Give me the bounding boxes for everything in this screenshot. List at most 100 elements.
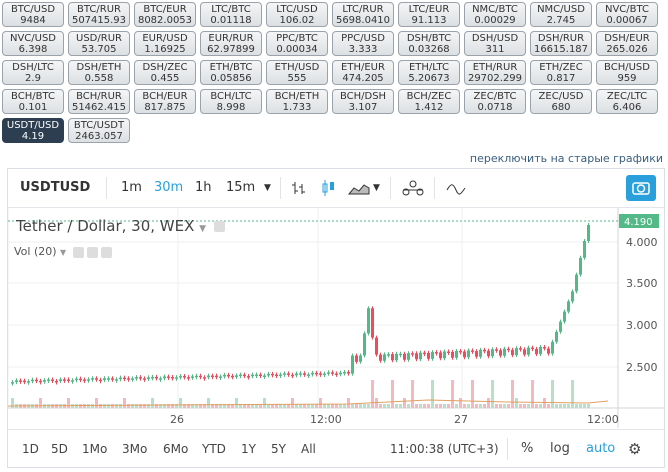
range-3mo[interactable]: 3Mo (122, 442, 148, 456)
pair-button[interactable]: USDT/USD 4.19 (2, 118, 64, 143)
interval-1m[interactable]: 1m (121, 180, 142, 195)
candle-icon[interactable] (321, 179, 335, 197)
pair-button[interactable]: DSH/ETH 0.558 (68, 60, 130, 85)
area-icon[interactable] (348, 180, 370, 196)
pair-value: 0.00029 (474, 15, 516, 26)
auto-toggle[interactable]: auto (586, 441, 616, 456)
pair-button[interactable]: BCH/ZEC 1.412 (398, 89, 460, 114)
pair-button[interactable]: BCH/BTC 0.101 (2, 89, 64, 114)
percent-toggle[interactable]: % (521, 441, 534, 456)
interval-1h[interactable]: 1h (195, 180, 212, 195)
chevron-down-icon[interactable]: ▼ (373, 183, 380, 193)
pair-button[interactable]: ZEC/USD 680 (530, 89, 592, 114)
price-tick: 2.500 (626, 361, 658, 374)
candle (91, 378, 94, 380)
range-1y[interactable]: 1Y (241, 442, 256, 456)
pair-button[interactable]: DSH/USD 311 (464, 31, 526, 56)
candle (291, 374, 294, 377)
pair-button[interactable]: BCH/DSH 3.107 (332, 89, 394, 114)
pair-name: BTC/USDT (73, 120, 125, 131)
pair-button[interactable]: LTC/USD 106.02 (266, 2, 328, 27)
volume-bar (519, 404, 522, 408)
pair-button[interactable]: DSH/EUR 265.026 (596, 31, 658, 56)
pair-value: 0.0718 (477, 102, 513, 113)
candle (547, 348, 550, 354)
interval-30m[interactable]: 30m (154, 180, 184, 195)
pair-button[interactable]: BCH/USD 959 (596, 60, 658, 85)
volume-bar (387, 404, 390, 408)
camera-icon[interactable] (626, 175, 656, 201)
pair-button[interactable]: DSH/ZEC 0.455 (134, 60, 196, 85)
candle (343, 371, 346, 374)
chevron-down-icon[interactable]: ▼ (199, 224, 207, 234)
pair-button[interactable]: EUR/RUR 62.97899 (200, 31, 262, 56)
pair-button[interactable]: ZEC/LTC 6.406 (596, 89, 658, 114)
eye-icon[interactable] (72, 246, 84, 258)
candle (287, 373, 290, 375)
volume-bar (579, 404, 582, 408)
pair-button[interactable]: USD/RUR 53.705 (68, 31, 130, 56)
candle (347, 371, 350, 374)
range-5y[interactable]: 5Y (271, 442, 286, 456)
range-all[interactable]: All (301, 442, 316, 456)
gear-icon[interactable]: ⚙ (628, 440, 642, 458)
pair-button[interactable]: BTC/USD 9484 (2, 2, 64, 27)
pair-button[interactable]: BCH/EUR 817.875 (134, 89, 196, 114)
bar-style-icon[interactable] (291, 180, 307, 196)
pair-button[interactable]: NMC/BTC 0.00029 (464, 2, 526, 27)
pair-button[interactable]: NVC/USD 6.398 (2, 31, 64, 56)
candle (83, 379, 86, 381)
range-6mo[interactable]: 6Mo (163, 442, 189, 456)
compare-icon[interactable] (446, 181, 466, 195)
volume-bar (447, 404, 450, 408)
pair-button[interactable]: PPC/BTC 0.00034 (266, 31, 328, 56)
gear-icon[interactable] (86, 246, 98, 258)
pair-button[interactable]: ETH/EUR 474.205 (332, 60, 394, 85)
pair-button[interactable]: BCH/ETH 1.733 (266, 89, 328, 114)
pair-button[interactable]: BTC/USDT 2463.057 (68, 118, 130, 143)
candle (179, 376, 182, 378)
volume-bar (523, 404, 526, 408)
chevron-down-icon[interactable]: ▼ (60, 248, 67, 257)
pair-button[interactable]: BCH/RUR 51462.415 (68, 89, 130, 114)
pair-button[interactable]: BTC/RUR 507415.93 (68, 2, 130, 27)
pair-button[interactable]: DSH/BTC 0.03268 (398, 31, 460, 56)
interval-15m[interactable]: 15m (226, 180, 256, 195)
price-chart[interactable]: 4.000 3.500 3.000 2.500 4.190 26 12:00 27 12:00 (8, 208, 664, 428)
range-1d[interactable]: 1D (22, 442, 39, 456)
log-toggle[interactable]: log (550, 441, 570, 456)
pair-button[interactable]: NVC/BTC 0.00067 (596, 2, 658, 27)
pair-button[interactable]: PPC/USD 3.333 (332, 31, 394, 56)
last-price-label: 4.190 (624, 217, 653, 228)
pair-button[interactable]: LTC/RUR 5698.0410 (332, 2, 394, 27)
pair-button[interactable]: BTC/EUR 8082.0053 (134, 2, 196, 27)
pair-button[interactable]: ETH/USD 555 (266, 60, 328, 85)
volume-bar (111, 404, 114, 408)
range-5d[interactable]: 5D (51, 442, 68, 456)
close-icon[interactable] (100, 246, 112, 258)
pair-button[interactable]: ETH/RUR 29702.299 (464, 60, 526, 85)
old-charts-link[interactable]: переключить на старые графики (469, 152, 663, 165)
pair-button[interactable]: ETH/BTC 0.05856 (200, 60, 262, 85)
symbol-label[interactable]: USDTUSD (20, 180, 91, 195)
pair-button[interactable]: ZEC/BTC 0.0718 (464, 89, 526, 114)
pair-button[interactable]: DSH/RUR 16615.187 (530, 31, 592, 56)
candle (439, 352, 442, 359)
range-ytd[interactable]: YTD (202, 442, 226, 456)
pair-button[interactable]: LTC/BTC 0.01118 (200, 2, 262, 27)
pair-button[interactable]: LTC/EUR 91.113 (398, 2, 460, 27)
pair-value: 62.97899 (207, 44, 255, 55)
eye-icon[interactable] (213, 221, 225, 232)
pair-button[interactable]: NMC/USD 2.745 (530, 2, 592, 27)
indicators-icon[interactable] (402, 180, 424, 196)
volume-bar (355, 404, 358, 408)
candle (427, 352, 430, 359)
pair-button[interactable]: DSH/LTC 2.9 (2, 60, 64, 85)
pair-button[interactable]: BCH/LTC 8.998 (200, 89, 262, 114)
candle (143, 378, 146, 380)
pair-button[interactable]: ETH/ZEC 0.817 (530, 60, 592, 85)
chevron-down-icon[interactable]: ▼ (264, 183, 271, 193)
pair-button[interactable]: ETH/LTC 5.20673 (398, 60, 460, 85)
range-1mo[interactable]: 1Mo (82, 442, 108, 456)
pair-button[interactable]: EUR/USD 1.16925 (134, 31, 196, 56)
